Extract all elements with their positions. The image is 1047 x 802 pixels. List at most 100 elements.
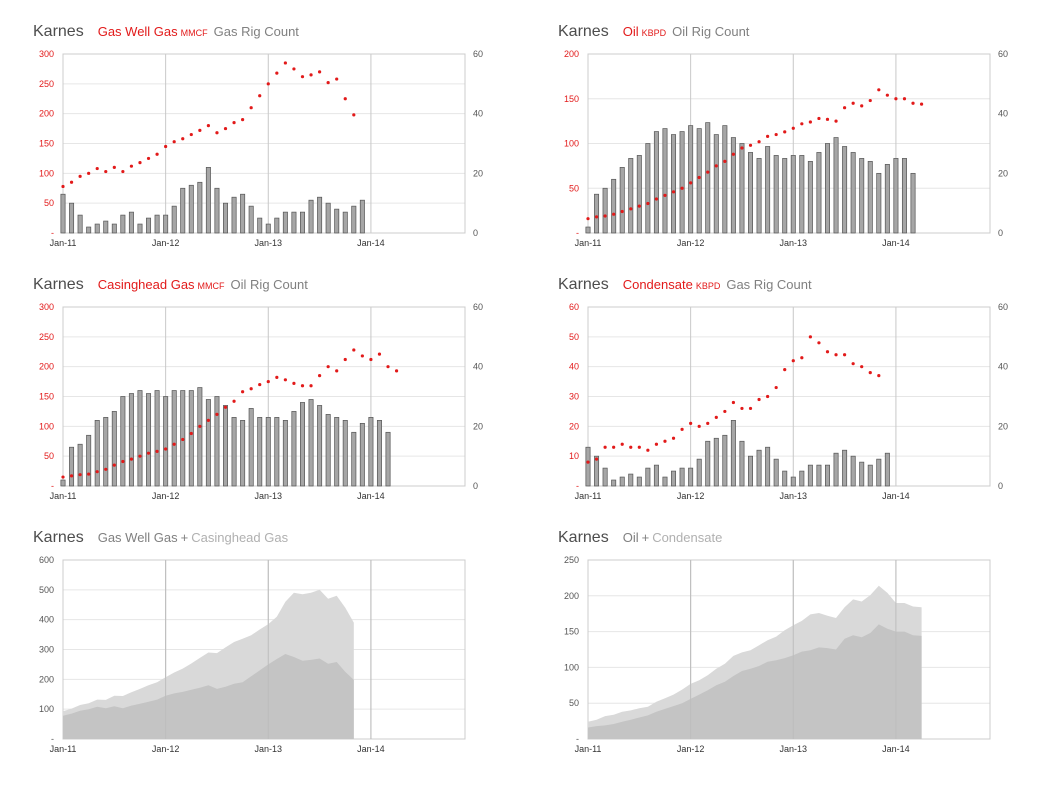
- rig-count-bar: [585, 226, 591, 234]
- y-right-tick-label: 60: [998, 49, 1008, 59]
- production-point: [138, 160, 142, 165]
- rig-count-bar: [910, 172, 916, 234]
- production-point: [654, 197, 659, 201]
- y-right-tick-label: 20: [473, 421, 483, 431]
- rig-count-bar: [274, 217, 280, 234]
- y-left-tick-label: 200: [39, 674, 54, 684]
- y-left-tick-label: 100: [564, 139, 579, 149]
- production-point: [868, 371, 872, 375]
- y-right-tick-label: 0: [473, 228, 478, 238]
- rig-count-bar: [308, 399, 314, 487]
- y-right-tick-label: 40: [473, 362, 483, 372]
- production-point: [791, 126, 795, 130]
- y-left-tick-label: -: [576, 481, 579, 491]
- rig-count-bar: [300, 402, 305, 487]
- y-right-tick-label: 40: [998, 109, 1008, 119]
- series2-label: Casinghead Gas: [191, 530, 289, 545]
- rig-count-bar: [722, 434, 728, 487]
- rig-count-bar: [188, 390, 194, 487]
- y-left-tick-label: 50: [44, 198, 54, 208]
- rig-count-bar: [705, 440, 711, 487]
- production-point: [206, 124, 211, 128]
- rig-count-bar: [816, 464, 822, 487]
- rig-count-bar: [308, 199, 314, 234]
- rig-count-bar: [679, 131, 685, 234]
- rig-count-bar: [653, 464, 659, 487]
- production-point: [95, 166, 99, 171]
- rig-count-bar: [636, 476, 642, 487]
- production-point: [740, 146, 744, 150]
- production-point: [680, 427, 684, 431]
- y-right-tick-label: 60: [473, 49, 483, 59]
- rig-count-bar: [240, 193, 246, 234]
- x-tick-label: Jan-11: [50, 744, 77, 754]
- production-point: [292, 67, 296, 71]
- rig-count-bar: [884, 164, 890, 234]
- production-point: [377, 352, 382, 356]
- rig-count-bar: [739, 143, 745, 234]
- y-right-tick-label: 40: [998, 362, 1008, 372]
- rig-count-bar: [662, 476, 668, 487]
- rig-count-bar: [696, 128, 702, 234]
- series2-label: Gas Rig Count: [726, 277, 812, 292]
- rig-count-bar: [359, 199, 365, 234]
- rig-count-bar: [342, 211, 348, 234]
- production-point: [283, 378, 287, 382]
- x-tick-label: Jan-11: [50, 491, 77, 501]
- x-tick-label: Jan-11: [50, 238, 77, 248]
- rig-count-bar: [713, 134, 719, 234]
- production-point: [902, 97, 907, 101]
- rig-count-bar: [799, 155, 805, 234]
- production-point: [629, 207, 633, 211]
- rig-count-bar: [696, 458, 702, 487]
- production-point: [748, 143, 753, 147]
- production-point: [326, 81, 330, 85]
- y-left-tick-label: 30: [569, 392, 579, 402]
- y-left-tick-label: 400: [39, 615, 54, 625]
- y-left-tick-label: 100: [564, 662, 579, 672]
- rig-count-bar: [611, 178, 617, 234]
- production-point: [78, 174, 82, 178]
- production-point: [61, 475, 65, 479]
- rig-count-bar: [248, 408, 254, 487]
- production-point: [629, 445, 633, 449]
- x-tick-label: Jan-13: [255, 491, 283, 501]
- rig-count-bar: [833, 137, 839, 234]
- y-left-tick-label: 300: [39, 49, 54, 59]
- rig-count-bar: [265, 417, 271, 487]
- y-left-tick-label: 50: [569, 332, 579, 342]
- x-tick-label: Jan-12: [152, 238, 180, 248]
- chart-title: Karnes Gas Well Gas MMCF Gas Rig Count: [33, 23, 299, 41]
- rig-count-bar: [679, 467, 685, 487]
- production-point: [138, 454, 142, 458]
- rig-count-bar: [291, 411, 297, 487]
- production-point: [172, 140, 176, 144]
- y-left-tick-label: 150: [564, 94, 579, 104]
- y-left-tick-label: 200: [39, 109, 54, 119]
- production-point: [300, 75, 305, 79]
- rig-count-bar: [825, 464, 830, 487]
- rig-count-bar: [146, 217, 152, 234]
- rig-count-bar: [223, 405, 228, 487]
- y-left-tick-label: 150: [39, 139, 54, 149]
- production-point: [714, 415, 718, 419]
- production-point: [394, 369, 399, 373]
- y-left-tick-label: -: [51, 481, 54, 491]
- production-point: [808, 120, 812, 124]
- production-point: [275, 375, 279, 380]
- y-left-tick-label: 100: [39, 704, 54, 714]
- series2-label: Oil Rig Count: [230, 277, 308, 292]
- y-right-tick-label: 20: [998, 168, 1008, 178]
- rig-count-bar: [103, 220, 109, 234]
- production-point: [258, 382, 262, 387]
- production-point: [223, 405, 228, 409]
- plot-frame: [62, 53, 466, 234]
- chart-panel-total-liquids: Karnes Oil + Condensate 250 200 150 100 50- Jan-…: [558, 529, 1028, 759]
- x-tick-label: Jan-14: [357, 491, 385, 501]
- production-point: [689, 181, 693, 185]
- rig-count-bar: [86, 434, 92, 487]
- production-point: [232, 121, 236, 125]
- rig-count-bar: [790, 476, 796, 487]
- production-point: [646, 448, 650, 452]
